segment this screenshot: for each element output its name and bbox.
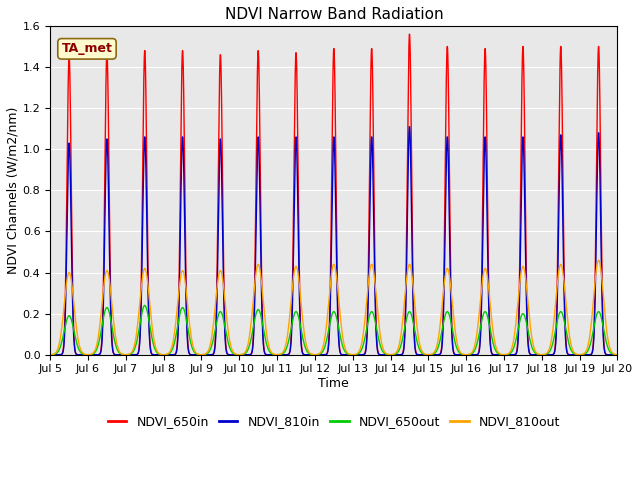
NDVI_810in [162, 352, 170, 358]
X-axis label: Time: Time [319, 377, 349, 390]
Title: NDVI Narrow Band Radiation: NDVI Narrow Band Radiation [225, 7, 443, 22]
NDVI_810out [612, 352, 620, 358]
NDVI_810out [168, 345, 175, 351]
NDVI_810in [259, 327, 266, 333]
NDVI_810in [614, 352, 621, 358]
Line: NDVI_810in: NDVI_810in [50, 127, 618, 355]
NDVI_810in [412, 351, 420, 357]
NDVI_810out [614, 352, 621, 358]
NDVI_810out [595, 257, 602, 263]
NDVI_650in [614, 352, 621, 358]
NDVI_650in [612, 352, 620, 358]
NDVI_810out [162, 352, 170, 358]
NDVI_650in [162, 352, 170, 358]
Line: NDVI_650out: NDVI_650out [50, 305, 618, 355]
NDVI_650out [614, 352, 621, 358]
NDVI_650out [493, 349, 500, 355]
NDVI_650out [259, 322, 266, 327]
NDVI_810in [46, 352, 54, 358]
NDVI_810out [412, 316, 420, 322]
NDVI_650out [162, 352, 170, 358]
NDVI_650out [46, 352, 54, 358]
NDVI_810in [612, 352, 620, 358]
NDVI_810out [46, 352, 54, 358]
NDVI_650in [46, 352, 54, 358]
NDVI_650out [412, 335, 420, 341]
NDVI_810out [259, 290, 266, 296]
NDVI_650in [259, 317, 266, 323]
Text: TA_met: TA_met [61, 42, 113, 55]
NDVI_650in [493, 352, 500, 358]
NDVI_650in [412, 350, 420, 356]
NDVI_810in [406, 124, 413, 130]
Line: NDVI_650in: NDVI_650in [50, 34, 618, 355]
NDVI_810in [168, 352, 175, 358]
NDVI_650in [406, 31, 413, 37]
NDVI_650out [612, 352, 620, 358]
NDVI_650in [168, 352, 175, 358]
Line: NDVI_810out: NDVI_810out [50, 260, 618, 355]
NDVI_810out [493, 347, 500, 352]
NDVI_810in [493, 352, 500, 358]
NDVI_650out [141, 302, 148, 308]
Legend: NDVI_650in, NDVI_810in, NDVI_650out, NDVI_810out: NDVI_650in, NDVI_810in, NDVI_650out, NDV… [102, 410, 565, 433]
Y-axis label: NDVI Channels (W/m2/nm): NDVI Channels (W/m2/nm) [7, 107, 20, 274]
NDVI_650out [168, 348, 175, 354]
